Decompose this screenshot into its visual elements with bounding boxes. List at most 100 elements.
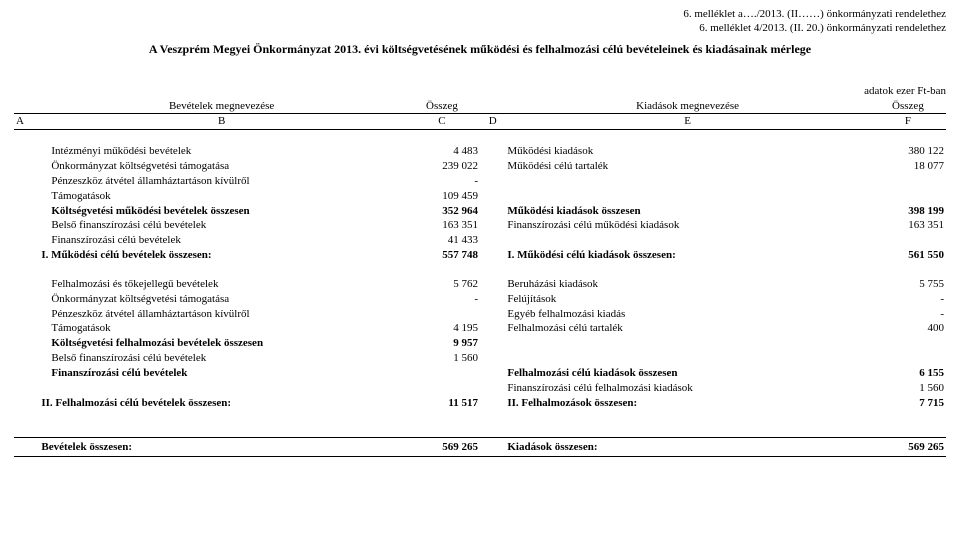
- left-label: Belső finanszírozási célú bevételek: [39, 351, 404, 366]
- left-value: [404, 381, 480, 396]
- left-label: Támogatások: [39, 321, 404, 336]
- right-value: 5 755: [870, 277, 946, 292]
- right-value: -: [870, 292, 946, 307]
- left-label: Intézményi működési bevételek: [39, 144, 404, 159]
- left-label: Önkormányzat költségvetési támogatása: [39, 159, 404, 174]
- left-label: Pénzeszköz átvétel államháztartáson kívü…: [39, 174, 404, 189]
- col-letter-a: A: [14, 114, 39, 130]
- right-value: [870, 351, 946, 366]
- totals-row: Bevételek összesen: 569 265 Kiadások öss…: [14, 437, 946, 456]
- left-label: Finanszírozási célú bevételek: [39, 233, 404, 248]
- right-label: Felújítások: [505, 292, 870, 307]
- right-value: 400: [870, 321, 946, 336]
- right-value: 1 560: [870, 381, 946, 396]
- right-label: [505, 189, 870, 204]
- left-label: II. Felhalmozási célú bevételek összesen…: [39, 396, 404, 411]
- totals-left-value: 569 265: [404, 437, 480, 456]
- right-value: 163 351: [870, 218, 946, 233]
- table-row: Költségvetési működési bevételek összese…: [14, 204, 946, 219]
- left-value: 557 748: [404, 248, 480, 263]
- table-row: Intézményi működési bevételek4 483Működé…: [14, 144, 946, 159]
- right-label: Felhalmozási célú kiadások összesen: [505, 366, 870, 381]
- left-label: Támogatások: [39, 189, 404, 204]
- table-row: Önkormányzat költségvetési támogatása-Fe…: [14, 292, 946, 307]
- table-row: Belső finanszírozási célú bevételek163 3…: [14, 218, 946, 233]
- col-letter-d: D: [480, 114, 505, 130]
- left-value: 1 560: [404, 351, 480, 366]
- left-label: Önkormányzat költségvetési támogatása: [39, 292, 404, 307]
- table-row: Finanszírozási célú bevételek Felhalmozás…: [14, 366, 946, 381]
- col-letter-b: B: [39, 114, 404, 130]
- right-value: 7 715: [870, 396, 946, 411]
- col-head-right-amount: Összeg: [870, 99, 946, 114]
- right-value: [870, 336, 946, 351]
- table-row: Finanszírozási célú felhalmozási kiadáso…: [14, 381, 946, 396]
- table-row: Belső finanszírozási célú bevételek1 560: [14, 351, 946, 366]
- right-label: [505, 174, 870, 189]
- left-label: Felhalmozási és tőkejellegű bevételek: [39, 277, 404, 292]
- left-label: I. Működési célú bevételek összesen:: [39, 248, 404, 263]
- header-right: 6. melléklet a…./2013. (II……) önkormányz…: [14, 8, 946, 36]
- table-row: Pénzeszköz átvétel államháztartáson kívü…: [14, 307, 946, 322]
- left-value: 352 964: [404, 204, 480, 219]
- left-value: 163 351: [404, 218, 480, 233]
- right-label: Működési célú tartalék: [505, 159, 870, 174]
- totals-left-label: Bevételek összesen:: [39, 437, 404, 456]
- right-value: 398 199: [870, 204, 946, 219]
- left-label: Költségvetési működési bevételek összese…: [39, 204, 404, 219]
- totals-right-value: 569 265: [870, 437, 946, 456]
- left-value: -: [404, 292, 480, 307]
- table-row: Támogatások4 195 Felhalmozási célú tartal…: [14, 321, 946, 336]
- left-value: 109 459: [404, 189, 480, 204]
- left-value: 41 433: [404, 233, 480, 248]
- right-value: [870, 189, 946, 204]
- table-row: Pénzeszköz átvétel államháztartáson kívü…: [14, 174, 946, 189]
- page-title: A Veszprém Megyei Önkormányzat 2013. évi…: [14, 42, 946, 57]
- table-row: I. Működési célú bevételek összesen:557 …: [14, 248, 946, 263]
- right-label: [505, 351, 870, 366]
- right-value: 380 122: [870, 144, 946, 159]
- unit-label: adatok ezer Ft-ban: [14, 85, 946, 97]
- col-letter-f: F: [870, 114, 946, 130]
- right-label: Felhalmozási célú tartalék: [505, 321, 870, 336]
- right-label: II. Felhalmozások összesen:: [505, 396, 870, 411]
- col-letter-e: E: [505, 114, 870, 130]
- right-label: [505, 233, 870, 248]
- left-label: Finanszírozási célú bevételek: [39, 366, 404, 381]
- right-label: Működési kiadások összesen: [505, 204, 870, 219]
- left-value: 9 957: [404, 336, 480, 351]
- right-value: 18 077: [870, 159, 946, 174]
- left-label: Belső finanszírozási célú bevételek: [39, 218, 404, 233]
- right-label: Beruházási kiadások: [505, 277, 870, 292]
- col-head-left-title: Bevételek megnevezése: [39, 99, 404, 114]
- table-row: Felhalmozási és tőkejellegű bevételek5 7…: [14, 277, 946, 292]
- left-value: 11 517: [404, 396, 480, 411]
- right-label: Egyéb felhalmozási kiadás: [505, 307, 870, 322]
- left-value: 239 022: [404, 159, 480, 174]
- header-line2: 6. melléklet 4/2013. (II. 20.) önkormány…: [14, 22, 946, 36]
- left-value: [404, 366, 480, 381]
- right-value: -: [870, 307, 946, 322]
- header-line1: 6. melléklet a…./2013. (II……) önkormányz…: [14, 8, 946, 22]
- totals-right-label: Kiadások összesen:: [505, 437, 870, 456]
- right-label: Finanszírozási célú felhalmozási kiadáso…: [505, 381, 870, 396]
- table-row: II. Felhalmozási célú bevételek összesen…: [14, 396, 946, 411]
- left-label: Költségvetési felhalmozási bevételek öss…: [39, 336, 404, 351]
- right-label: [505, 336, 870, 351]
- table-row: Finanszírozási célú bevételek41 433: [14, 233, 946, 248]
- balance-table: Bevételek megnevezése Összeg Kiadások me…: [14, 99, 946, 411]
- left-value: [404, 307, 480, 322]
- right-value: 561 550: [870, 248, 946, 263]
- left-label: [39, 381, 404, 396]
- right-value: 6 155: [870, 366, 946, 381]
- left-value: -: [404, 174, 480, 189]
- totals-table: Bevételek összesen: 569 265 Kiadások öss…: [14, 437, 946, 457]
- left-value: 4 195: [404, 321, 480, 336]
- column-header-row: Bevételek megnevezése Összeg Kiadások me…: [14, 99, 946, 114]
- right-value: [870, 174, 946, 189]
- left-value: 4 483: [404, 144, 480, 159]
- left-value: 5 762: [404, 277, 480, 292]
- table-row: Költségvetési felhalmozási bevételek öss…: [14, 336, 946, 351]
- col-head-right-title: Kiadások megnevezése: [505, 99, 870, 114]
- right-value: [870, 233, 946, 248]
